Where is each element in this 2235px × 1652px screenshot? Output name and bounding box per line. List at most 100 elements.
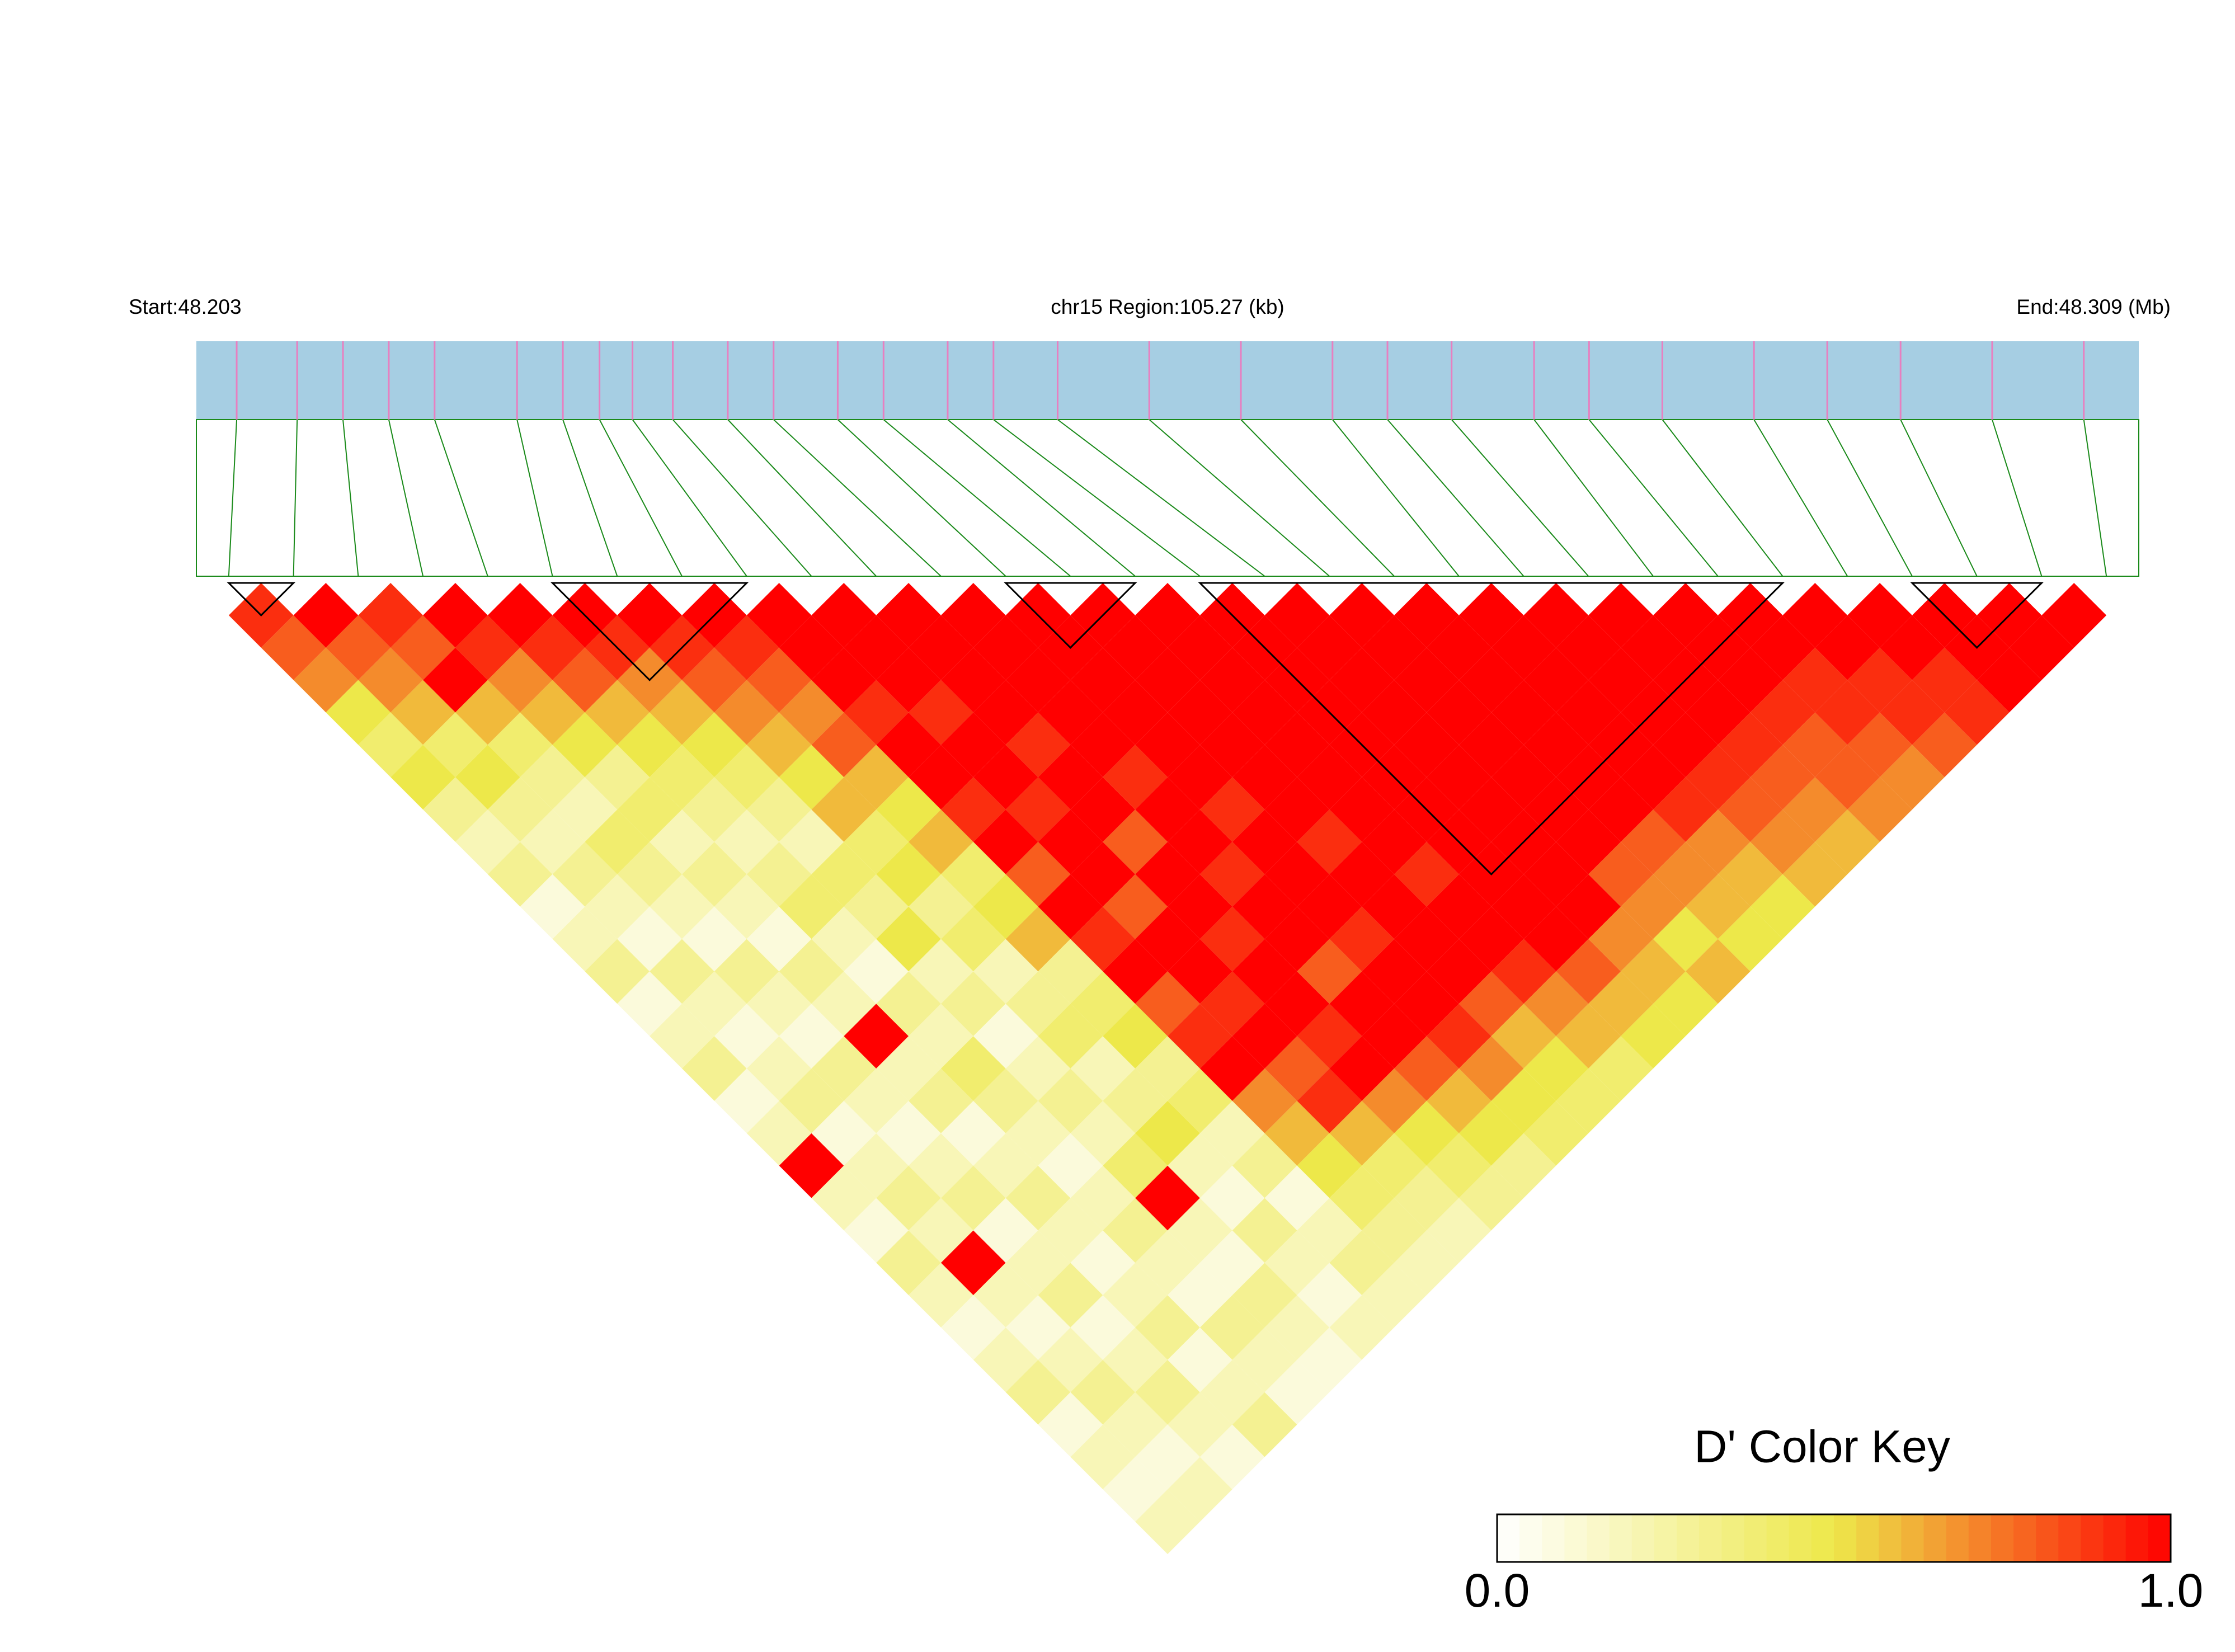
ld-cell xyxy=(1491,939,1556,1004)
color-key-label: 1.0 xyxy=(2138,1564,2204,1617)
color-key-swatch xyxy=(1991,1514,2014,1562)
ld-cell xyxy=(779,1133,844,1198)
color-key-swatch xyxy=(1834,1514,1857,1562)
snp-link xyxy=(1662,419,1784,577)
ld-cell xyxy=(1491,745,1556,810)
ld-cell xyxy=(1232,1392,1297,1457)
color-key-swatch xyxy=(1856,1514,1879,1562)
ld-cell xyxy=(1232,1069,1297,1133)
ld-cell xyxy=(487,583,553,648)
ld-cell xyxy=(487,712,553,778)
ld-cell xyxy=(423,583,488,648)
color-key-swatch xyxy=(2148,1514,2171,1562)
snp-link xyxy=(342,419,359,577)
ld-cell xyxy=(423,647,488,713)
ld-cell xyxy=(1199,1424,1265,1490)
ld-cell xyxy=(682,971,747,1037)
ld-cell xyxy=(423,777,488,842)
ld-cell xyxy=(585,809,650,874)
ld-cell xyxy=(1232,1004,1297,1069)
ld-cell xyxy=(682,777,747,842)
ld-cell xyxy=(1135,583,1200,648)
color-key-swatch xyxy=(2125,1514,2149,1562)
ld-cell xyxy=(585,874,650,939)
snp-link xyxy=(632,419,747,577)
color-key-title: D' Color Key xyxy=(1694,1422,1950,1472)
snp-link xyxy=(837,419,1006,577)
ld-block xyxy=(1198,582,1785,876)
ld-cell xyxy=(1491,615,1556,680)
ld-cell xyxy=(1232,1133,1297,1198)
snp-link xyxy=(1753,419,1848,577)
ld-cell xyxy=(2041,583,2107,648)
genome-bar xyxy=(196,341,2139,420)
ld-cell xyxy=(2009,615,2074,680)
snp-link xyxy=(727,419,877,577)
ld-cell xyxy=(1588,583,1653,648)
ld-cell xyxy=(1070,1359,1136,1425)
ld-cell xyxy=(1297,1133,1362,1198)
ld-cell xyxy=(1847,583,1912,648)
ld-cell xyxy=(1458,1165,1524,1231)
ld-cell xyxy=(1977,647,2042,713)
ld-cell xyxy=(1621,1004,1686,1069)
snp-link xyxy=(1900,419,1978,577)
ld-cell xyxy=(973,1133,1038,1198)
start-label: Start:48.203 xyxy=(129,295,242,318)
ld-cell xyxy=(585,939,650,1004)
snp-link xyxy=(599,419,683,577)
ld-cell xyxy=(876,1100,941,1166)
ld-cell xyxy=(811,647,877,713)
ld-cell xyxy=(1070,971,1136,1037)
ld-cell xyxy=(940,583,1006,648)
ld-cell xyxy=(682,906,747,972)
snp-link xyxy=(228,419,238,577)
ld-cell xyxy=(423,712,488,778)
snp-link xyxy=(1533,419,1654,577)
snp-link xyxy=(434,419,488,577)
ld-block xyxy=(227,582,296,616)
ld-cell xyxy=(617,583,682,648)
snp-link xyxy=(1992,419,2043,577)
ld-cell xyxy=(682,841,747,907)
ld-cell xyxy=(876,583,941,648)
ld-cell xyxy=(940,1165,1006,1231)
ld-cell xyxy=(1070,777,1136,842)
ld-cell xyxy=(940,841,1006,907)
ld-cell xyxy=(909,1133,973,1198)
ld-cell xyxy=(1070,1424,1136,1490)
ld-cell xyxy=(1199,1100,1265,1166)
ld-cell xyxy=(1491,680,1556,745)
color-key-swatch xyxy=(1766,1514,1790,1562)
color-key-swatch xyxy=(1744,1514,1767,1562)
snp-link xyxy=(293,419,298,577)
ld-cell xyxy=(1070,647,1136,713)
snp-link xyxy=(562,419,618,577)
snp-link xyxy=(1387,419,1524,577)
ld-cell xyxy=(1038,1133,1103,1198)
color-key-swatch xyxy=(1609,1514,1632,1562)
ld-cell xyxy=(1718,906,1783,972)
ld-cell xyxy=(1232,1263,1297,1328)
ld-cell xyxy=(1135,1100,1200,1166)
ld-cell xyxy=(358,583,424,648)
color-key-swatch xyxy=(1654,1514,1677,1562)
snp-link xyxy=(773,419,942,577)
ld-cell xyxy=(940,1230,1006,1296)
color-key-swatch xyxy=(2081,1514,2104,1562)
ld-cell xyxy=(1232,939,1297,1004)
ld-cell xyxy=(1232,809,1297,874)
color-key-swatch xyxy=(1879,1514,1902,1562)
ld-cell xyxy=(1329,1100,1395,1166)
snp-link xyxy=(2083,419,2107,577)
ld-cell xyxy=(682,1036,747,1101)
ld-cell xyxy=(1103,1133,1168,1198)
color-key-swatch xyxy=(1542,1514,1565,1562)
ld-cell xyxy=(682,647,747,713)
ld-cell xyxy=(1523,1100,1589,1166)
ld-cell xyxy=(358,647,424,713)
ld-cell xyxy=(1653,583,1718,648)
ld-cell xyxy=(1718,647,1783,713)
ld-cell xyxy=(811,906,877,972)
ld-cell xyxy=(940,1036,1006,1101)
